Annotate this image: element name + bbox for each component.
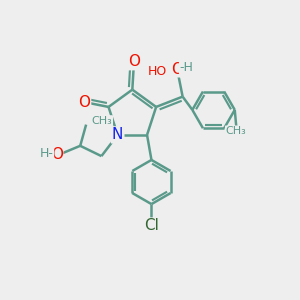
- Text: O: O: [78, 95, 90, 110]
- Text: O: O: [51, 147, 63, 162]
- Text: HO: HO: [148, 64, 167, 77]
- Text: CH₃: CH₃: [226, 126, 247, 136]
- Text: N: N: [112, 128, 123, 142]
- Text: CH₃: CH₃: [92, 116, 112, 126]
- Text: -H: -H: [179, 61, 194, 74]
- Text: O: O: [171, 62, 183, 77]
- Text: Cl: Cl: [144, 218, 159, 233]
- Text: O: O: [128, 54, 140, 69]
- Text: H-: H-: [40, 147, 54, 160]
